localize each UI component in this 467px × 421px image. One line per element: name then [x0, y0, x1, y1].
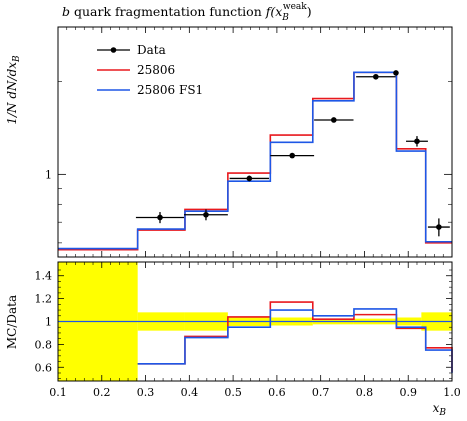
legend-data: Data — [97, 43, 166, 57]
data-point — [373, 73, 379, 80]
ratio-series — [58, 301, 453, 373]
x-tick-label: 0.9 — [399, 386, 417, 399]
main-y-tick-label: 1 — [45, 168, 52, 181]
main-frame — [57, 26, 453, 258]
legend-25806-label: 25806 — [137, 63, 175, 77]
chart-title: b quark fragmentation function f(xBweak) — [62, 2, 312, 23]
title-sup: weak — [283, 2, 307, 12]
data-point — [331, 117, 337, 123]
data-point — [203, 211, 209, 218]
data-point — [157, 214, 163, 221]
main-ticks — [57, 26, 453, 257]
x-tick-label: 0.1 — [49, 386, 67, 399]
ratio-y-axis-label: MC/Data — [5, 295, 19, 349]
x-tick-label: 0.8 — [356, 386, 374, 399]
data-point — [289, 152, 296, 159]
ratio-series-25806-fs1-line — [137, 308, 453, 373]
x-tick-labels: 0.1 0.2 0.3 0.4 0.5 0.6 0.7 0.8 0.9 1.0 — [49, 386, 461, 399]
x-tick-label: 0.2 — [93, 386, 111, 399]
x-axis-label: xB — [433, 401, 447, 418]
legend-25806-fs1-label: 25806 FS1 — [137, 83, 203, 97]
title-sub: B — [281, 13, 289, 23]
ratio-frame — [57, 261, 453, 382]
data-point — [436, 224, 442, 230]
ratio-panel: 0.60.811.21.4 0.1 0.2 0.3 0.4 0.5 0.6 0.7 0.8 0.… — [5, 261, 461, 418]
ratio-y-tick-labels: 0.6 0.8 1 1.2 1.4 — [35, 270, 53, 375]
data-point — [414, 138, 420, 145]
legend: Data 25806 25806 FS1 — [97, 43, 203, 97]
data-point — [393, 70, 399, 76]
legend-25806: 25806 — [97, 63, 175, 77]
x-tick-label: 0.4 — [181, 386, 199, 399]
x-tick-label: 0.7 — [312, 386, 330, 399]
ratio-y-tick-label: 0.8 — [35, 338, 53, 351]
x-tick-label: 0.5 — [224, 386, 242, 399]
ratio-y-tick-label: 1.2 — [35, 293, 53, 306]
data-points — [135, 70, 450, 237]
title-tail: ) — [307, 4, 312, 19]
main-series-25806-fs1-line — [58, 71, 452, 250]
x-tick-label: 1.0 — [443, 386, 461, 399]
legend-25806-fs1: 25806 FS1 — [97, 83, 203, 97]
x-tick-label: 0.3 — [137, 386, 155, 399]
x-tick-label: 0.6 — [268, 386, 286, 399]
xlabel-sub: B — [438, 408, 446, 418]
main-series — [58, 71, 452, 251]
title-text: quark fragmentation function — [70, 4, 266, 19]
main-series-25806-line — [58, 71, 452, 251]
ratio-y-tick-label: 0.6 — [35, 361, 53, 374]
title-lead: b — [62, 4, 70, 19]
main-y-tick-labels: 1 — [45, 168, 52, 181]
main-y-axis-label: 1/N dN/dxB — [5, 55, 22, 125]
main-panel: 1 1/N dN/dxB Data 25806 25806 FS1 — [5, 26, 453, 258]
data-point — [246, 175, 253, 182]
xlabel-text: x — [433, 401, 440, 415]
title-func: f(x — [265, 4, 283, 19]
legend-data-label: Data — [137, 43, 166, 57]
main-ylabel-sub: B — [12, 55, 22, 63]
ratio-y-tick-label: 1 — [45, 316, 52, 329]
ratio-y-tick-label: 1.4 — [35, 270, 53, 283]
main-ylabel-text: 1/N dN/dx — [5, 62, 19, 125]
